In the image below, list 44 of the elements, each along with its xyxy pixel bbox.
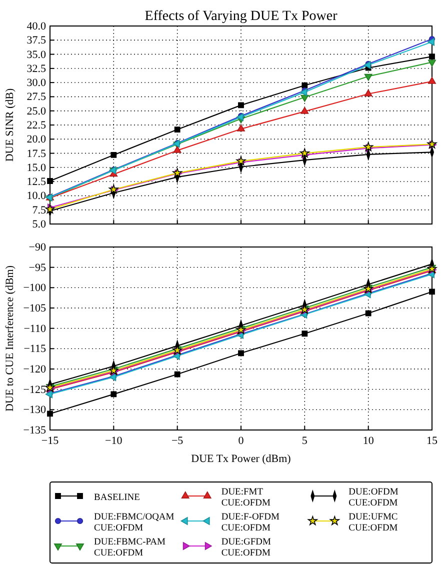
x-tick-label: 10 [362, 434, 374, 447]
y-tick-label: 17.5 [26, 148, 46, 160]
legend-label: DUE:UFMC CUE:OFDM [348, 512, 398, 534]
y-tick-label: −115 [24, 343, 46, 356]
y-tick-label: −125 [23, 384, 46, 396]
chart-title: Effects of Varying DUE Tx Power [144, 9, 338, 24]
legend-label: DUE:FMT CUE:OFDM [221, 488, 271, 508]
y-tick-label: −120 [23, 364, 46, 376]
y-tick-label: 27.5 [26, 91, 46, 104]
y-tick-label: 20.0 [26, 134, 46, 146]
y-tick-label: −100 [23, 282, 46, 294]
y-tick-label: 32.5 [26, 62, 46, 75]
y-tick-label: −110 [24, 322, 46, 335]
y-tick-label: −135 [23, 424, 46, 437]
y-axis-title: DUE to CUE Interference (dBm) [4, 265, 16, 412]
legend-label: DUE:OFDM CUE:OFDM [348, 488, 399, 508]
legend-label: DUE:FBMC/OQAM CUE:OFDM [94, 512, 175, 534]
y-tick-label: −130 [23, 404, 46, 416]
y-tick-label: 10.0 [26, 190, 46, 202]
y-tick-label: 12.5 [26, 176, 46, 188]
x-tick-label: −5 [171, 434, 184, 447]
y-tick-label: −105 [23, 302, 46, 315]
x-tick-label: −10 [105, 434, 123, 447]
legend-label: DUE:FBMC-PAM CUE:OFDM [94, 538, 166, 558]
y-tick-label: 35.0 [26, 48, 46, 61]
legend-label: DUE:GFDM CUE:OFDM [221, 538, 272, 558]
y-tick-label: −90 [28, 242, 46, 254]
y-tick-label: −95 [28, 262, 46, 274]
x-axis-title: DUE Tx Power (dBm) [191, 453, 292, 465]
y-tick-label: 22.5 [26, 120, 46, 132]
y-tick-label: 30.0 [26, 77, 46, 90]
x-tick-label: 0 [238, 434, 244, 447]
y-tick-label: 25.0 [26, 105, 46, 118]
legend-label: BASELINE [94, 493, 140, 503]
x-tick-label: −15 [41, 434, 60, 447]
legend-label: DUE:F-OFDM CUE:OFDM [221, 512, 280, 534]
y-tick-label: 40.0 [26, 20, 46, 33]
y-tick-label: 37.5 [26, 34, 46, 47]
y-tick-label: 5.0 [32, 218, 46, 231]
x-tick-label: 5 [302, 434, 308, 447]
y-tick-label: 15.0 [26, 162, 46, 174]
y-tick-label: 7.5 [32, 204, 46, 216]
y-axis-title: DUE SINR (dB) [4, 88, 16, 162]
x-tick-label: 15 [426, 434, 438, 447]
